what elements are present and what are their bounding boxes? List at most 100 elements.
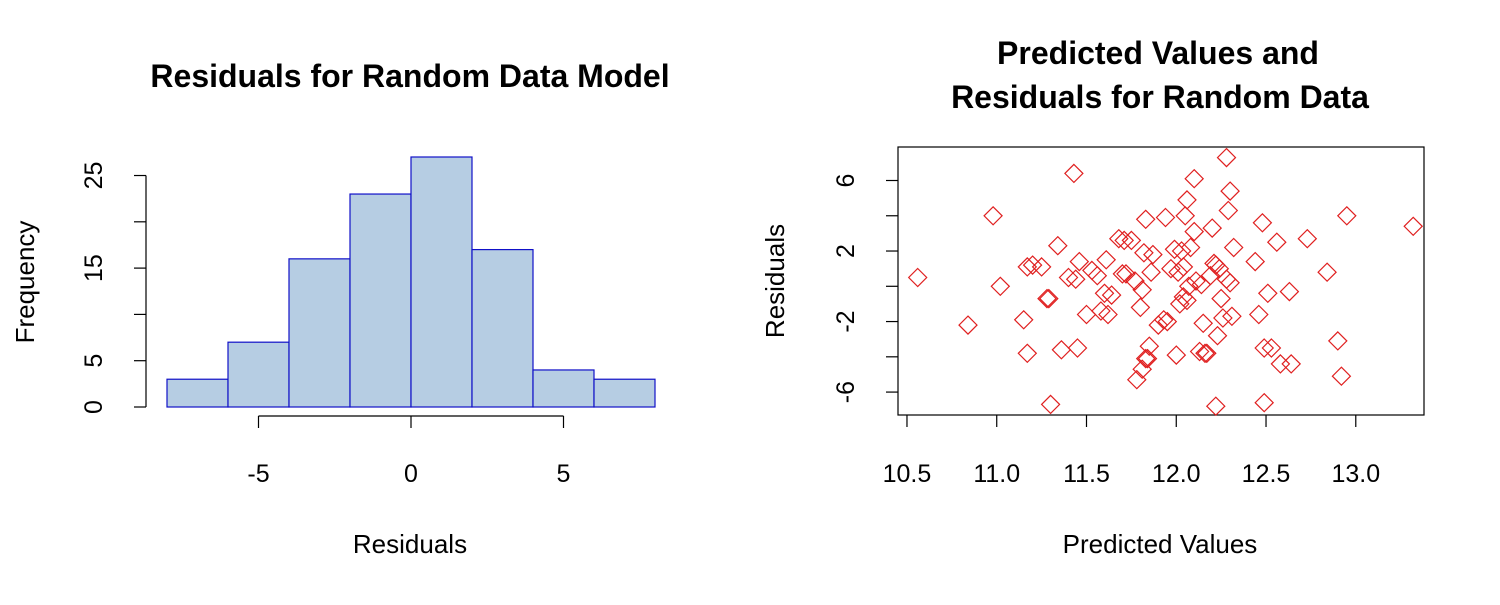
scatter-point — [1114, 230, 1135, 251]
scatter-point — [1254, 338, 1275, 358]
histogram-bar — [593, 378, 656, 408]
scatter-point — [1211, 288, 1231, 309]
histogram-bar — [532, 369, 595, 408]
scatter-point — [1139, 336, 1160, 357]
scatter-point — [1116, 264, 1136, 284]
scatter-point — [1195, 343, 1215, 364]
scatter-point — [1065, 269, 1086, 290]
scatter-y-tick-label: 6 — [832, 174, 860, 188]
scatter-point — [990, 276, 1011, 297]
scatter-point — [1270, 354, 1291, 374]
histogram-x-tick-label: -5 — [247, 460, 269, 488]
scatter-point — [983, 205, 1003, 226]
scatter-point — [1205, 396, 1226, 417]
scatter-point — [1216, 147, 1237, 168]
histogram-y-tick-label: 0 — [80, 400, 108, 414]
scatter-point — [1161, 258, 1181, 279]
scatter-point — [1121, 230, 1142, 251]
scatter-point — [1017, 257, 1038, 277]
scatter-point — [1137, 348, 1158, 369]
scatter-point — [1184, 221, 1205, 242]
scatter-point — [1135, 209, 1156, 230]
scatter-point — [1130, 297, 1151, 318]
scatter-point — [1207, 325, 1228, 346]
scatter-point — [1177, 290, 1197, 311]
scatter-point — [1279, 281, 1300, 302]
histogram-y-tick-label: 5 — [80, 354, 108, 368]
scatter-point — [1094, 283, 1115, 304]
histogram-panel: Residuals for Random Data Model Residual… — [10, 58, 670, 559]
scatter-point — [1317, 262, 1337, 283]
scatter-point — [1148, 315, 1169, 335]
scatter-point — [1031, 257, 1052, 277]
histogram-bar — [288, 258, 351, 408]
scatter-point — [1254, 392, 1275, 413]
scatter-point — [1038, 288, 1059, 309]
scatter-point — [1037, 288, 1057, 309]
scatter-point — [1257, 283, 1278, 304]
scatter-point — [1096, 249, 1117, 270]
scatter-point — [1051, 339, 1072, 360]
histogram-y-axis-label: Frequency — [10, 221, 40, 344]
scatter-point — [1126, 369, 1147, 390]
scatter-point — [1220, 181, 1240, 201]
scatter-point — [1135, 348, 1156, 369]
scatter-point — [1157, 311, 1178, 332]
scatter-point — [1173, 257, 1194, 277]
scatter-point — [1331, 366, 1352, 387]
scatter-point — [1134, 242, 1154, 263]
scatter-x-axis: 10.5 11.0 11.5 12.0 12.5 13.0 — [883, 415, 1380, 488]
scatter-point — [1091, 301, 1111, 321]
scatter-title-line-1: Predicted Values and — [997, 35, 1319, 71]
scatter-point — [1213, 308, 1233, 328]
scatter-point — [1067, 338, 1088, 358]
scatter-point — [1193, 313, 1214, 334]
scatter-point — [1223, 237, 1244, 258]
scatter-point — [1218, 200, 1239, 221]
scatter-point — [1216, 269, 1237, 290]
histogram-bar — [227, 341, 290, 408]
scatter-x-tick-label: 11.0 — [973, 460, 1020, 488]
scatter-x-tick-label: 11.5 — [1063, 460, 1110, 488]
scatter-panel: Predicted Values and Residuals for Rando… — [760, 35, 1425, 559]
scatter-point — [1153, 309, 1174, 330]
scatter-point — [1166, 345, 1187, 365]
scatter-point — [1403, 216, 1424, 237]
scatter-point — [907, 267, 928, 288]
scatter-point — [1040, 394, 1061, 415]
scatter-point — [1261, 338, 1282, 358]
scatter-points — [907, 147, 1424, 417]
scatter-point — [1266, 232, 1287, 253]
scatter-point — [1064, 163, 1084, 184]
scatter-point — [1101, 285, 1122, 305]
scatter-point — [1186, 271, 1206, 291]
histogram-bar — [166, 378, 229, 408]
scatter-point — [1180, 237, 1201, 258]
scatter-point — [1112, 264, 1133, 284]
scatter-y-tick-label: 2 — [832, 244, 860, 258]
scatter-x-tick-label: 12.5 — [1242, 460, 1291, 488]
scatter-point — [1164, 239, 1185, 260]
scatter-point — [1196, 343, 1217, 364]
scatter-point — [1169, 294, 1190, 314]
scatter-point — [1222, 306, 1242, 327]
scatter-point — [1175, 205, 1196, 226]
scatter-point — [1168, 262, 1188, 283]
scatter-point — [1017, 343, 1038, 364]
histogram-bar — [349, 193, 412, 408]
scatter-point — [1069, 251, 1090, 272]
scatter-point — [1281, 354, 1302, 374]
scatter-title-line-2: Residuals for Random Data — [951, 79, 1369, 115]
histogram-x-tick-label: 0 — [404, 460, 418, 488]
scatter-point — [1022, 255, 1043, 275]
scatter-point — [1220, 272, 1240, 293]
histogram-x-tick-label: 5 — [557, 460, 571, 488]
scatter-point — [1141, 262, 1161, 283]
scatter-point — [1202, 218, 1223, 238]
scatter-point — [1245, 251, 1266, 272]
histogram-x-axis: -5 0 5 — [247, 415, 571, 488]
scatter-point — [1178, 276, 1199, 297]
scatter-point — [1108, 228, 1129, 249]
scatter-point — [1058, 267, 1079, 288]
